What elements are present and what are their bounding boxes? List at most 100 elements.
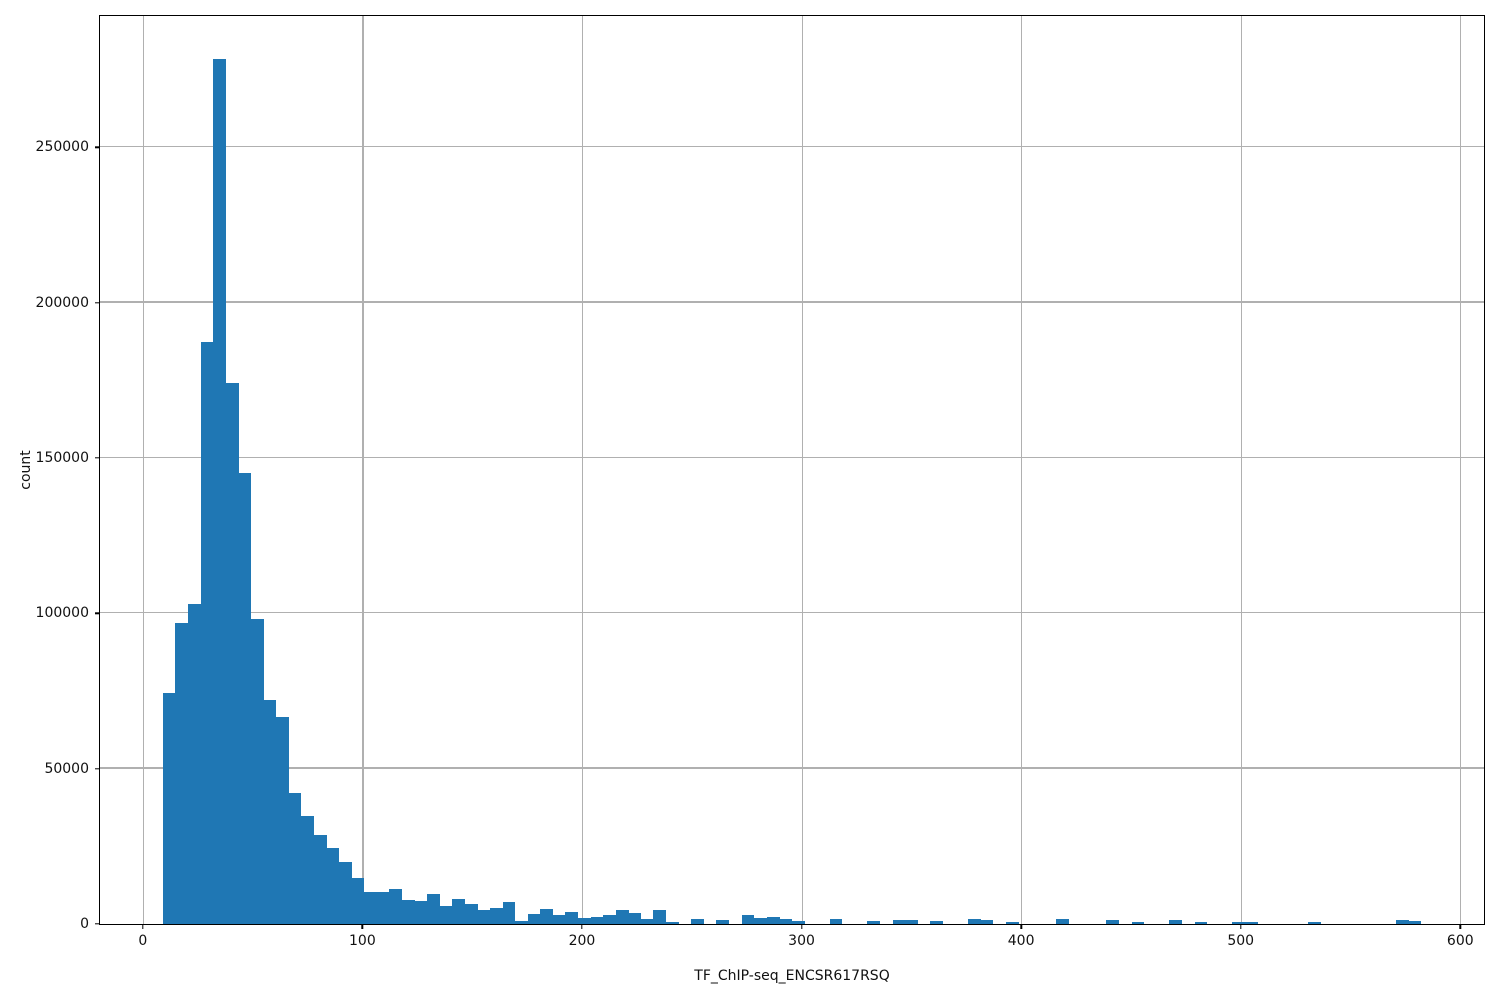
histogram-bar xyxy=(892,920,906,924)
y-tick-mark xyxy=(95,146,100,148)
y-gridline xyxy=(100,456,1484,458)
histogram-bar xyxy=(225,383,239,924)
histogram-bar xyxy=(1408,920,1422,924)
x-tick-label: 200 xyxy=(568,933,596,949)
histogram-bar xyxy=(779,919,793,924)
x-tick-mark xyxy=(1240,924,1242,929)
histogram-bar xyxy=(640,919,654,924)
y-tick-mark xyxy=(95,923,100,925)
histogram-bar xyxy=(628,913,642,924)
histogram-bar xyxy=(1194,921,1208,924)
histogram-bar xyxy=(829,919,843,924)
histogram-bar xyxy=(905,920,918,924)
histogram-bar xyxy=(313,835,327,924)
histogram-bar xyxy=(1169,919,1183,924)
histogram-bar xyxy=(326,847,340,924)
y-tick-mark xyxy=(95,301,100,304)
histogram-bar xyxy=(565,912,579,924)
y-tick-label: 0 xyxy=(80,916,89,932)
histogram-bar xyxy=(427,894,440,924)
x-tick-mark xyxy=(142,924,144,929)
histogram-bar xyxy=(515,920,528,924)
x-gridline xyxy=(801,16,803,924)
histogram-bar xyxy=(1005,921,1019,924)
x-tick-mark xyxy=(581,924,583,929)
y-tick-mark xyxy=(95,767,100,770)
histogram-bar xyxy=(376,892,390,924)
histogram-bar xyxy=(653,910,667,924)
histogram-bar xyxy=(1056,919,1069,924)
histogram-bar xyxy=(213,58,226,924)
plot-area: 0 100 200 300 400 500 600 0 50000 100000 150000 200… xyxy=(18,15,1485,984)
y-gridline xyxy=(100,301,1484,303)
histogram-bar xyxy=(1307,921,1321,924)
histogram-bar xyxy=(552,915,566,924)
y-gridline xyxy=(100,612,1484,614)
x-tick-label: 500 xyxy=(1227,933,1255,949)
histogram-bar xyxy=(200,341,214,924)
histogram-bar xyxy=(489,908,503,924)
x-gridline xyxy=(1240,16,1242,924)
histogram-bar xyxy=(389,889,403,924)
x-gridline xyxy=(581,16,584,924)
histogram-bar xyxy=(968,919,981,924)
histogram-bar xyxy=(464,904,478,924)
histogram-bar xyxy=(276,716,289,924)
histogram-bar xyxy=(1395,919,1409,924)
histogram-bar xyxy=(527,914,541,924)
histogram-bar xyxy=(238,472,252,924)
histogram-bar xyxy=(301,816,315,924)
x-tick-label: 600 xyxy=(1446,933,1474,949)
y-tick-label: 150000 xyxy=(35,449,89,466)
histogram-bar xyxy=(401,900,415,924)
x-gridline xyxy=(142,16,144,924)
histogram-bar xyxy=(590,916,604,924)
x-tick-label: 0 xyxy=(138,933,148,949)
histogram-bar xyxy=(930,920,944,924)
histogram-bar xyxy=(175,622,189,924)
histogram-bar xyxy=(364,891,377,924)
y-gridline xyxy=(100,767,1484,769)
x-tick-mark xyxy=(800,924,803,929)
histogram-bar xyxy=(615,910,629,924)
histogram-bar xyxy=(351,878,365,924)
histogram-bar xyxy=(867,920,881,924)
histogram-bar xyxy=(766,917,780,924)
histogram-bar xyxy=(452,899,466,924)
histogram-bar xyxy=(1131,921,1145,924)
y-tick-label: 250000 xyxy=(35,139,89,156)
histogram-bar xyxy=(980,919,994,924)
histogram-bar xyxy=(603,915,616,924)
histogram-bar xyxy=(502,902,516,924)
x-tick-mark xyxy=(361,924,364,929)
y-tick-label: 100000 xyxy=(35,605,89,622)
histogram-bar xyxy=(1244,921,1258,924)
y-tick-mark xyxy=(95,612,100,614)
x-gridline xyxy=(1021,16,1023,924)
y-tick-label: 50000 xyxy=(44,760,89,777)
y-tick-label: 200000 xyxy=(35,294,89,311)
histogram-bar xyxy=(1232,921,1246,924)
histogram-bar xyxy=(263,700,277,924)
x-gridline xyxy=(362,16,364,924)
histogram-bar xyxy=(338,861,352,924)
histogram-bar xyxy=(477,910,491,924)
x-gridline xyxy=(1460,16,1462,924)
histogram-bar xyxy=(540,909,554,924)
histogram-bar xyxy=(187,603,201,924)
histogram-bar xyxy=(691,918,705,924)
histogram-bar xyxy=(250,618,264,924)
histogram-bar xyxy=(288,793,302,924)
y-axis-label: count xyxy=(18,450,34,490)
y-gridline xyxy=(100,145,1484,148)
histogram-bar xyxy=(791,921,805,924)
histogram-bar xyxy=(1106,920,1120,924)
histogram-bar xyxy=(414,900,428,924)
histogram-bar xyxy=(754,918,767,924)
histogram-bar xyxy=(716,919,730,924)
x-tick-label: 300 xyxy=(788,933,815,949)
histogram-bar xyxy=(666,921,679,924)
histogram-bar xyxy=(162,692,176,924)
x-tick-label: 100 xyxy=(349,933,376,949)
